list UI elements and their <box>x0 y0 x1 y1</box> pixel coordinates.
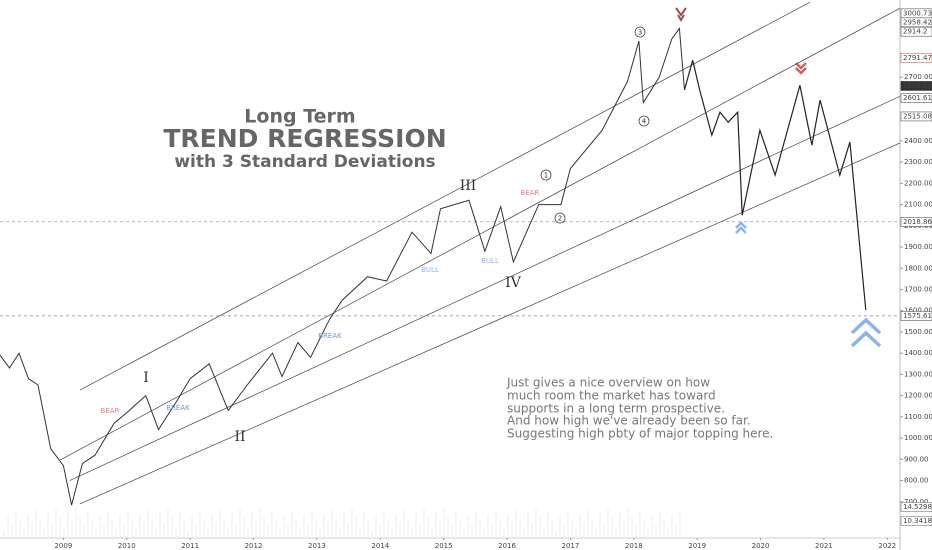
x-tick-label: 2011 <box>181 542 199 550</box>
price-label-box <box>900 111 932 122</box>
price-label-box <box>900 216 932 227</box>
y-tick-label: 900.00 <box>904 455 929 463</box>
y-tick-label: 1300.00 <box>904 370 932 378</box>
price-label: 3000.73 <box>903 9 932 17</box>
price-label-box <box>900 81 932 91</box>
price-label: 2658.69 <box>903 82 932 90</box>
signal-label: BULL <box>481 257 499 265</box>
y-tick-label: 1700.00 <box>904 285 932 293</box>
signal-label: BEAR <box>101 407 120 415</box>
bull-chevron <box>735 221 747 234</box>
y-tick-label: 2400.00 <box>904 137 932 145</box>
x-tick-label: 2009 <box>54 542 72 550</box>
channel-line <box>79 1 811 391</box>
price-line <box>683 60 867 311</box>
title-line: TREND REGRESSION <box>163 124 446 153</box>
signal-label: BULL <box>421 266 439 274</box>
price-label-box <box>900 17 932 28</box>
price-line <box>0 27 685 506</box>
price-label: 2958.42 <box>903 18 932 26</box>
wave-label: II <box>234 429 245 445</box>
y-tick-label: 2700.00 <box>904 73 932 81</box>
y-tick-label: 1800.00 <box>904 264 932 272</box>
note-line: supports in a long term prospective. <box>507 402 725 416</box>
y-tick-label: 1400.00 <box>904 349 932 357</box>
volume-label: 14.5298 <box>903 503 932 511</box>
x-tick-label: 2021 <box>815 542 833 550</box>
y-tick-label: 1000.00 <box>904 434 932 442</box>
count-label: 3 <box>638 29 642 37</box>
channel-line <box>69 95 900 481</box>
volume-label: 10.3418 <box>903 517 932 525</box>
bull-chevron <box>850 317 882 348</box>
y-tick-label: 1200.00 <box>904 392 932 400</box>
x-tick-label: 2016 <box>498 542 516 550</box>
signal-label: BREAK <box>166 404 190 412</box>
y-tick-label: 1100.00 <box>904 413 932 421</box>
y-tick-label: 2100.00 <box>904 201 932 209</box>
count-label: 1 <box>544 172 548 180</box>
x-tick-label: 2015 <box>435 542 453 550</box>
plot <box>0 1 900 538</box>
note-line: Suggesting high pbty of major topping he… <box>507 427 773 441</box>
count-circle <box>638 115 650 127</box>
x-tick-label: 2013 <box>308 542 326 550</box>
count-label: 4 <box>642 118 647 126</box>
price-label: 1575.61 <box>903 312 932 320</box>
price-label-box <box>900 52 932 63</box>
signal-label: BEAR <box>521 189 540 197</box>
title-line: with 3 Standard Deviations <box>174 152 435 172</box>
count-circle <box>554 212 566 224</box>
count-circle <box>540 169 552 181</box>
note-line: Just gives a nice overview on how <box>506 376 710 390</box>
x-tick-label: 2018 <box>625 542 643 550</box>
wave-label: I <box>143 370 149 386</box>
price-label: 2791.47 <box>903 54 932 62</box>
x-tick-label: 2012 <box>245 542 263 550</box>
note-line: And how high we've already been so far. <box>507 414 751 428</box>
x-tick-label: 2017 <box>562 542 580 550</box>
count-label: 2 <box>558 215 562 223</box>
note-line: much room the market has toward <box>507 389 716 403</box>
x-tick-label: 2022 <box>878 542 896 550</box>
x-tick-label: 2020 <box>752 542 770 550</box>
title-line: Long Term <box>244 106 355 128</box>
price-label-box <box>900 93 932 103</box>
price-label-box <box>900 311 932 321</box>
wave-label: IV <box>505 275 522 291</box>
price-label: 2018.86 <box>903 218 932 226</box>
bear-chevron <box>795 62 807 75</box>
y-tick-label: 1600.00 <box>904 307 932 315</box>
top-marker <box>675 7 687 22</box>
y-tick-label: 1500.00 <box>904 328 932 336</box>
channel-line <box>60 7 900 461</box>
y-tick-label: 800.00 <box>904 477 929 485</box>
channel-line <box>79 142 900 505</box>
price-label: 2515.08 <box>903 112 932 120</box>
count-circle <box>634 26 646 38</box>
price-label-box <box>900 26 932 37</box>
y-tick-label: 700.00 <box>904 498 929 506</box>
y-tick-label: 2300.00 <box>904 158 932 166</box>
y-tick-label: 2200.00 <box>904 179 932 187</box>
price-label: 2914.2 <box>903 28 928 36</box>
y-tick-label: 1900.00 <box>904 243 932 251</box>
x-tick-label: 2014 <box>371 542 389 550</box>
x-tick-label: 2019 <box>688 542 706 550</box>
wave-label: III <box>460 178 477 194</box>
price-label: 2601.61 <box>903 94 932 102</box>
volume-label-box <box>900 516 932 526</box>
x-tick-label: 2010 <box>118 542 136 550</box>
markers <box>675 7 882 348</box>
signal-label: BREAK <box>318 332 342 340</box>
volume-label-box <box>900 502 932 512</box>
